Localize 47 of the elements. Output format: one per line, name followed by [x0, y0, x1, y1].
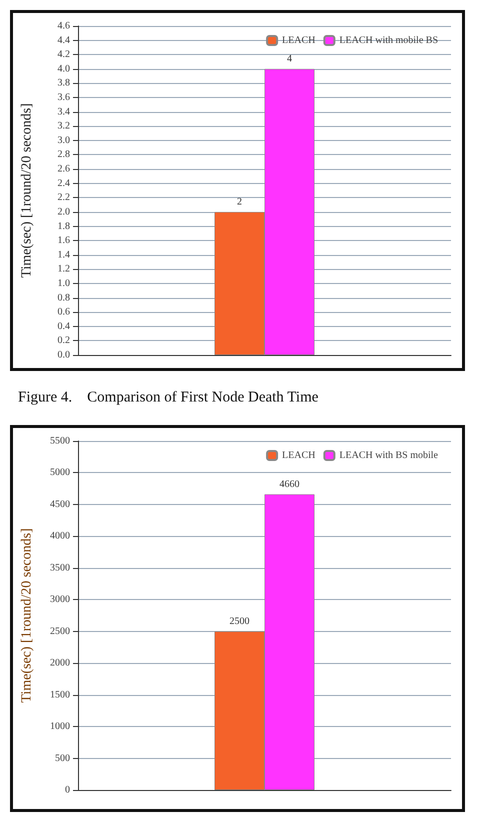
y-tick-label: 4.4 — [58, 34, 70, 46]
y-tick-label: 500 — [55, 752, 70, 764]
legend-label: LEACH with mobile BS — [339, 35, 438, 46]
y-tick-label: 2.8 — [58, 149, 70, 160]
y-tick-label: 0.2 — [58, 335, 70, 346]
y-tick-label: 1500 — [50, 689, 70, 700]
y-tick-label: 3500 — [50, 562, 70, 574]
y-tick-label: 4000 — [50, 530, 70, 542]
y-tick-label: 1.6 — [58, 235, 70, 246]
y-tick-label: 4.2 — [58, 49, 70, 60]
y-tick-label: 3000 — [50, 594, 70, 606]
y-tick-label: 3.6 — [58, 92, 70, 104]
y-tick-label: 1.2 — [58, 264, 70, 275]
legend-label: LEACH with BS mobile — [339, 450, 439, 461]
y-tick-label: 4500 — [50, 498, 70, 510]
y-tick-label: 3.4 — [58, 106, 70, 118]
y-tick-label: 5000 — [50, 467, 70, 478]
data-label: 2500 — [230, 616, 250, 627]
data-label: 4 — [287, 53, 292, 64]
y-tick-label: 0.0 — [58, 350, 70, 360]
data-label: 4660 — [280, 478, 300, 490]
y-tick-label: 5500 — [50, 436, 70, 446]
y-axis-title: Time(sec) [1round/20 seconds] — [20, 103, 34, 278]
legend-label: LEACH — [282, 35, 316, 46]
y-tick-label: 0.4 — [58, 320, 70, 332]
y-tick-label: 3.8 — [58, 78, 70, 89]
legend-label: LEACH — [282, 450, 316, 461]
y-tick-label: 1.8 — [58, 220, 70, 232]
y-tick-label: 2.0 — [58, 206, 70, 218]
caption: Figure 4. Comparison of First Node Death Time — [18, 390, 319, 406]
y-tick-label: 3.2 — [58, 120, 70, 132]
y-tick-label: 2000 — [50, 658, 70, 669]
y-tick-label: 2.6 — [58, 164, 70, 175]
y-tick-label: 1000 — [50, 721, 70, 732]
y-tick-label: 0.6 — [58, 306, 70, 318]
y-tick-label: 1.0 — [58, 278, 70, 289]
y-tick-label: 1.4 — [58, 249, 70, 260]
y-tick-label: 4.0 — [58, 63, 70, 74]
y-tick-label: 0 — [65, 784, 70, 796]
y-tick-label: 2.2 — [58, 192, 70, 204]
y-tick-label: 2.4 — [58, 178, 70, 189]
y-axis-title: Time(sec) [1round/20 seconds] — [20, 528, 34, 703]
y-tick-label: 2500 — [50, 626, 70, 637]
y-tick-label: 3.0 — [58, 134, 70, 146]
data-label: 2 — [237, 196, 242, 208]
y-tick-label: 4.6 — [58, 20, 70, 32]
y-tick-label: 0.8 — [58, 292, 70, 304]
